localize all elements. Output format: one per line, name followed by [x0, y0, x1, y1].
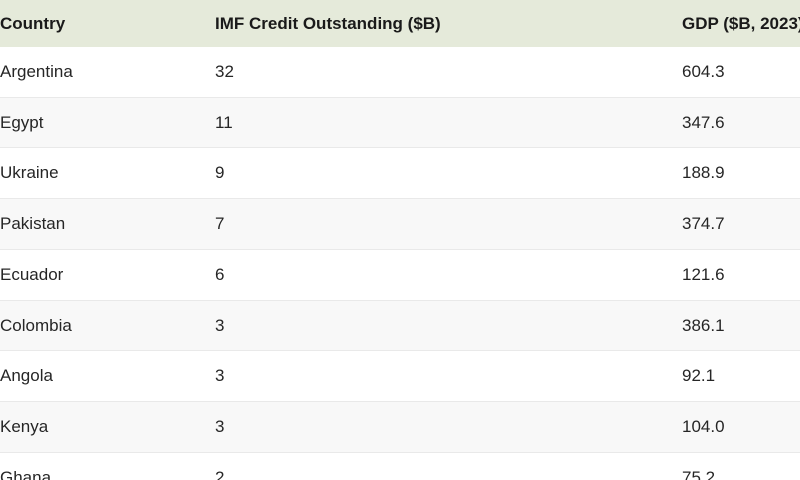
- column-header-country[interactable]: Country: [0, 0, 201, 47]
- cell-gdp: 75.2: [668, 451, 800, 480]
- cell-country: Pakistan: [0, 198, 201, 250]
- cell-country: Colombia: [0, 299, 201, 351]
- table-row[interactable]: Pakistan 7 374.7: [0, 198, 800, 250]
- table-row[interactable]: Ecuador 6 121.6: [0, 248, 800, 301]
- cell-country: Ecuador: [0, 248, 201, 301]
- cell-imf-credit: 2: [201, 451, 668, 480]
- column-header-imf-credit[interactable]: IMF Credit Outstanding ($B): [201, 0, 668, 47]
- cell-imf-credit: 11: [201, 96, 668, 148]
- table-header-row: Country IMF Credit Outstanding ($B) GDP …: [0, 0, 800, 47]
- table-row[interactable]: Ghana 2 75.2: [0, 451, 800, 480]
- cell-country: Argentina: [0, 47, 201, 98]
- cell-country: Ghana: [0, 451, 201, 480]
- cell-country: Kenya: [0, 400, 201, 453]
- cell-gdp: 92.1: [668, 350, 800, 402]
- column-header-gdp[interactable]: GDP ($B, 2023): [668, 0, 800, 47]
- cell-imf-credit: 7: [201, 198, 668, 250]
- table-row[interactable]: Angola 3 92.1: [0, 350, 800, 402]
- cell-imf-credit: 3: [201, 350, 668, 402]
- cell-country: Ukraine: [0, 147, 201, 199]
- table-row[interactable]: Argentina 32 604.3: [0, 47, 800, 98]
- table-row[interactable]: Egypt 11 347.6: [0, 96, 800, 148]
- cell-gdp: 374.7: [668, 198, 800, 250]
- cell-imf-credit: 9: [201, 147, 668, 199]
- table-body: Argentina 32 604.3 Egypt 11 347.6 Ukrain…: [0, 47, 800, 480]
- cell-gdp: 604.3: [668, 47, 800, 98]
- cell-gdp: 386.1: [668, 299, 800, 351]
- cell-country: Angola: [0, 350, 201, 402]
- table-row[interactable]: Colombia 3 386.1: [0, 299, 800, 351]
- cell-imf-credit: 3: [201, 299, 668, 351]
- table-row[interactable]: Kenya 3 104.0: [0, 400, 800, 453]
- cell-gdp: 347.6: [668, 96, 800, 148]
- cell-imf-credit: 6: [201, 248, 668, 301]
- cell-gdp: 121.6: [668, 248, 800, 301]
- cell-imf-credit: 32: [201, 47, 668, 98]
- table-header: Country IMF Credit Outstanding ($B) GDP …: [0, 0, 800, 47]
- cell-imf-credit: 3: [201, 400, 668, 453]
- cell-country: Egypt: [0, 96, 201, 148]
- cell-gdp: 188.9: [668, 147, 800, 199]
- cell-gdp: 104.0: [668, 400, 800, 453]
- table-row[interactable]: Ukraine 9 188.9: [0, 147, 800, 199]
